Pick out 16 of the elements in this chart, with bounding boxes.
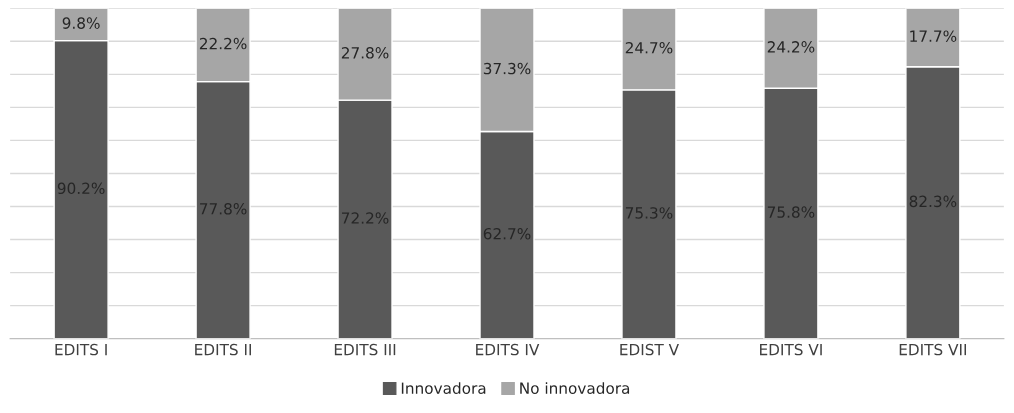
- data-label: 24.2%: [767, 41, 815, 53]
- x-tick-label: EDIST V: [620, 343, 679, 356]
- data-label: 22.2%: [199, 37, 247, 50]
- x-tick-label: EDITS III: [334, 343, 396, 356]
- data-label: 37.3%: [483, 62, 531, 75]
- legend-label: No innovadora: [520, 382, 630, 394]
- data-label: 17.7%: [910, 30, 957, 42]
- data-label: 27.8%: [341, 47, 389, 59]
- data-label: 9.8%: [62, 17, 100, 29]
- legend-label: Innovadora: [401, 382, 486, 394]
- x-tick-label: EDITS IV: [476, 343, 540, 356]
- x-tick-label: EDITS VII: [899, 343, 967, 356]
- x-tick-label: EDITS II: [195, 343, 251, 356]
- x-tick-label: EDITS I: [55, 343, 107, 356]
- data-label: 24.7%: [625, 41, 673, 54]
- x-tick-label: EDITS VI: [760, 343, 822, 356]
